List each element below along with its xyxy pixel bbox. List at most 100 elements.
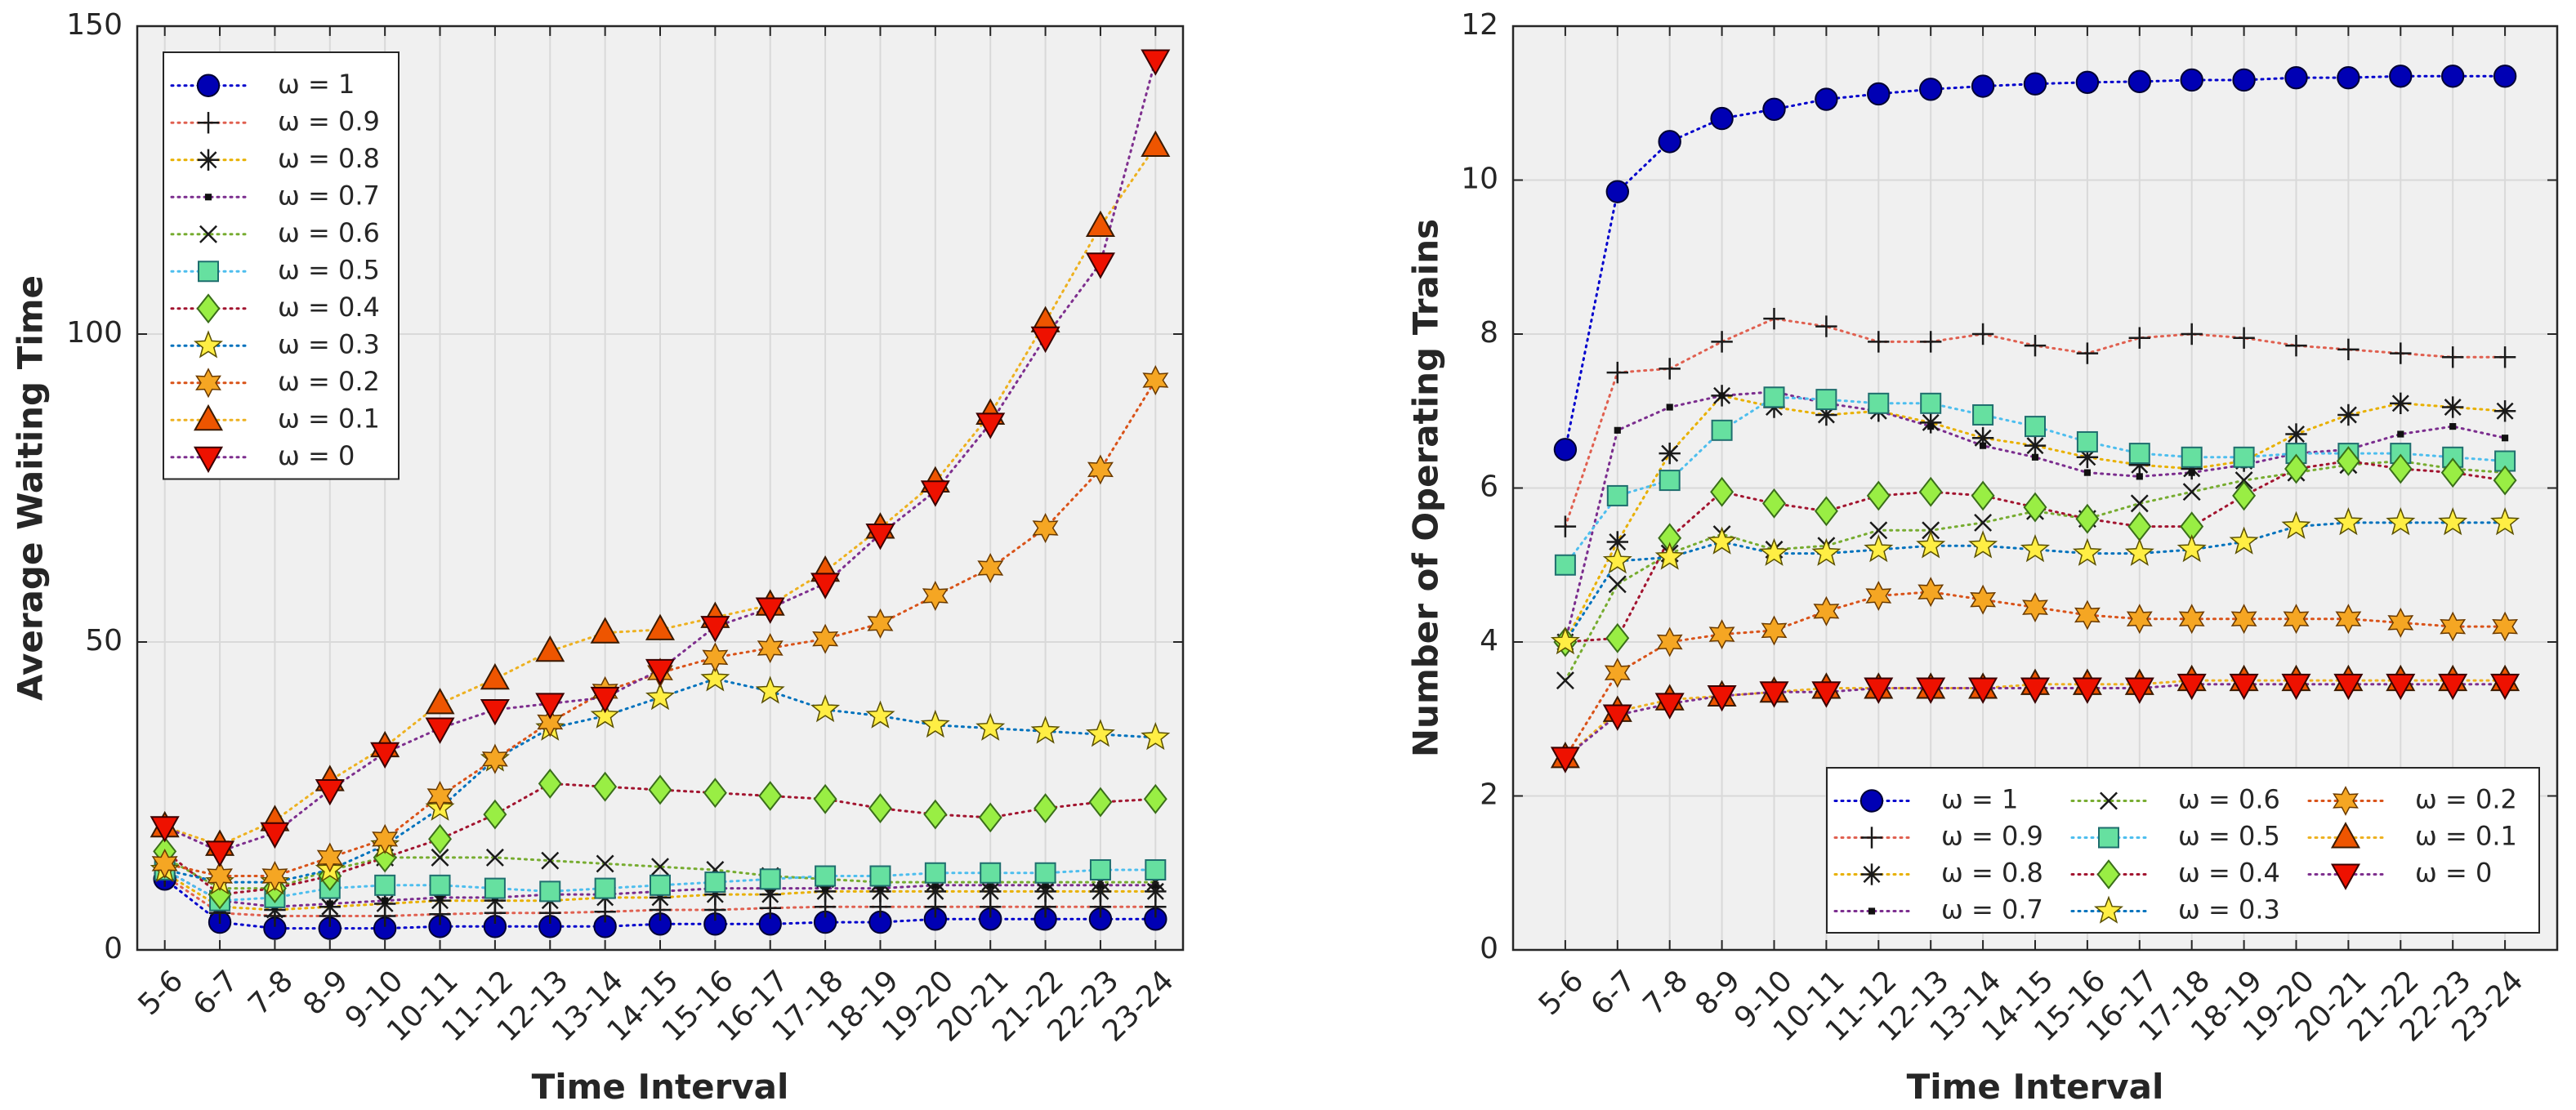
data-point	[2386, 673, 2416, 701]
data-point	[975, 712, 1006, 741]
waiting-time-chart: 5-66-77-88-99-1010-1111-1212-1313-1414-1…	[11, 8, 1185, 1107]
data-point	[1868, 392, 1890, 414]
data-point	[2176, 673, 2207, 701]
legend-label: ω = 0.4	[278, 292, 380, 323]
legend-marker	[197, 112, 220, 134]
data-point	[2387, 607, 2414, 638]
data-point	[316, 842, 343, 873]
data-point	[485, 848, 504, 867]
series-markers	[1551, 577, 2519, 773]
data-point	[2493, 400, 2516, 422]
data-point	[1096, 881, 1105, 889]
data-point	[1556, 671, 1574, 690]
legend-marker	[196, 74, 221, 97]
data-point	[1553, 438, 1578, 461]
data-point	[1707, 684, 1737, 712]
data-point	[1141, 722, 1171, 751]
data-point	[1088, 787, 1113, 818]
data-point	[1864, 533, 1894, 563]
data-point	[1030, 326, 1060, 354]
legend-entry: ω = 0.1	[170, 403, 380, 434]
data-point	[2024, 435, 2047, 457]
data-point	[1654, 693, 1685, 720]
data-point	[1865, 581, 1892, 611]
legend-marker	[1859, 789, 1884, 813]
data-point	[590, 700, 620, 729]
data-point	[1972, 403, 1994, 426]
y-axis-title: Average Waiting Time	[11, 275, 51, 701]
data-point	[535, 693, 565, 720]
data-point	[1659, 470, 1681, 492]
data-point	[920, 480, 950, 507]
data-point	[2386, 506, 2416, 536]
data-point	[975, 412, 1006, 439]
data-point	[2438, 506, 2468, 536]
legend-marker	[1868, 907, 1876, 915]
data-point	[2025, 416, 2046, 438]
data-point	[2390, 342, 2412, 364]
data-point	[2124, 537, 2154, 566]
legend-label: ω = 0.1	[2415, 821, 2517, 852]
data-point	[812, 623, 839, 654]
data-point	[1971, 323, 1994, 345]
data-point	[1658, 130, 1681, 154]
data-point	[2284, 453, 2308, 484]
data-point	[2493, 465, 2517, 496]
data-point	[370, 742, 400, 769]
data-point	[1030, 715, 1060, 744]
data-point	[645, 613, 676, 640]
legend-label: ω = 0.7	[278, 180, 380, 211]
data-point	[1550, 747, 1580, 773]
legend-entry: ω = 1	[170, 69, 355, 100]
data-point	[1143, 783, 1167, 814]
data-point	[1711, 331, 1733, 353]
data-point	[2072, 537, 2102, 566]
data-point	[2075, 70, 2100, 95]
legend-label: ω = 0.1	[278, 403, 380, 434]
legend-marker	[1860, 827, 1883, 849]
data-point	[877, 885, 884, 892]
data-point	[1920, 412, 1942, 434]
legend-box	[1826, 767, 2540, 934]
legend-entry: ω = 0.4	[170, 292, 380, 324]
data-point	[2023, 72, 2047, 96]
data-point	[1708, 619, 1735, 650]
data-point	[2020, 533, 2051, 563]
data-point	[1710, 476, 1734, 507]
data-point	[1711, 419, 1733, 441]
legend-label: ω = 0.2	[278, 366, 380, 397]
data-point	[924, 862, 946, 884]
data-point	[1085, 252, 1115, 279]
data-point	[2336, 446, 2360, 476]
data-point	[2076, 430, 2098, 452]
data-point	[207, 861, 234, 891]
data-point	[813, 783, 837, 814]
data-point	[2388, 453, 2413, 484]
series-markers	[1550, 506, 2520, 655]
data-point	[2281, 510, 2311, 539]
data-point	[703, 778, 727, 809]
data-point	[2176, 533, 2207, 563]
data-point	[1968, 677, 1998, 704]
legend-label: ω = 0.8	[1941, 858, 2043, 889]
data-point	[2023, 492, 2047, 523]
data-point	[2490, 673, 2520, 701]
data-point	[2130, 494, 2149, 513]
legend-marker	[2098, 827, 2119, 849]
data-point	[2389, 65, 2413, 88]
data-point	[2285, 423, 2307, 445]
data-point	[2022, 592, 2048, 623]
data-point	[1971, 74, 1995, 98]
data-point	[704, 872, 726, 894]
legend-entry: ω = 0	[2307, 858, 2492, 890]
data-point	[2232, 480, 2257, 511]
data-point	[1867, 82, 1891, 106]
series-markers	[1553, 65, 2517, 461]
data-point	[1141, 130, 1171, 158]
data-point	[2188, 469, 2195, 476]
legend-entry: ω = 0.9	[170, 105, 380, 136]
data-point	[1042, 881, 1049, 889]
data-point	[1034, 862, 1056, 884]
legend-entry: ω = 0.6	[170, 217, 380, 248]
legend-entry: ω = 0.9	[1833, 821, 2043, 852]
